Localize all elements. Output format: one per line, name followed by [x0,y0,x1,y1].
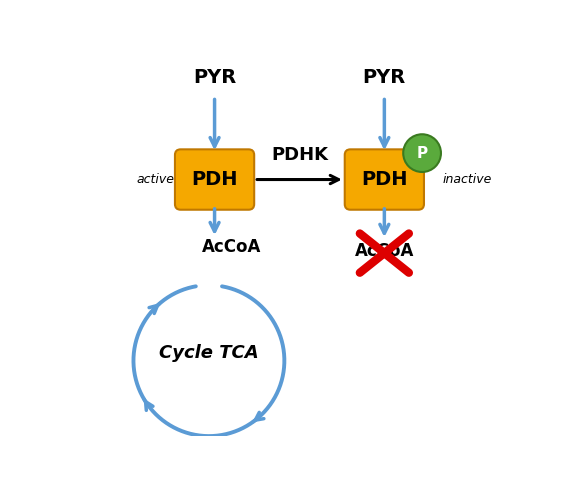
FancyBboxPatch shape [175,149,254,210]
Text: P: P [416,146,427,161]
Text: PDH: PDH [191,170,238,189]
FancyBboxPatch shape [345,149,424,210]
Circle shape [403,134,441,172]
Text: AcCoA: AcCoA [355,242,414,260]
Text: PDH: PDH [361,170,407,189]
Text: Cycle TCA: Cycle TCA [159,344,259,362]
Text: inactive: inactive [443,173,492,186]
Text: PYR: PYR [193,68,236,87]
Text: AcCoA: AcCoA [202,239,261,256]
Text: PYR: PYR [363,68,406,87]
Text: active: active [137,173,175,186]
Text: PDHK: PDHK [271,146,328,164]
